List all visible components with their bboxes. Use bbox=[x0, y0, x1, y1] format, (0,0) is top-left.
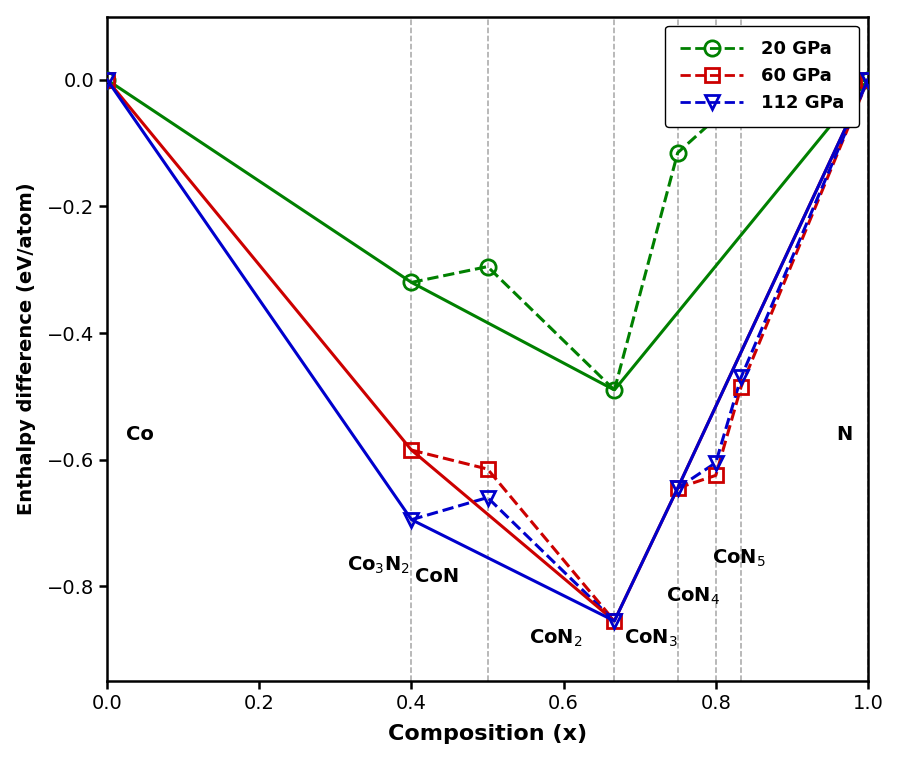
Text: CoN$_4$: CoN$_4$ bbox=[666, 586, 720, 607]
Text: Co$_3$N$_2$: Co$_3$N$_2$ bbox=[346, 555, 410, 576]
Legend: 20 GPa, 60 GPa, 112 GPa: 20 GPa, 60 GPa, 112 GPa bbox=[665, 26, 859, 126]
Text: CoN$_3$: CoN$_3$ bbox=[625, 627, 679, 648]
Text: Co: Co bbox=[126, 425, 154, 444]
Text: CoN$_5$: CoN$_5$ bbox=[712, 548, 766, 569]
Text: N: N bbox=[836, 425, 852, 444]
Text: CoN: CoN bbox=[415, 567, 459, 586]
Text: CoN$_2$: CoN$_2$ bbox=[529, 627, 583, 648]
X-axis label: Composition (x): Composition (x) bbox=[388, 724, 587, 744]
Y-axis label: Enthalpy difference (eV/atom): Enthalpy difference (eV/atom) bbox=[17, 183, 36, 515]
